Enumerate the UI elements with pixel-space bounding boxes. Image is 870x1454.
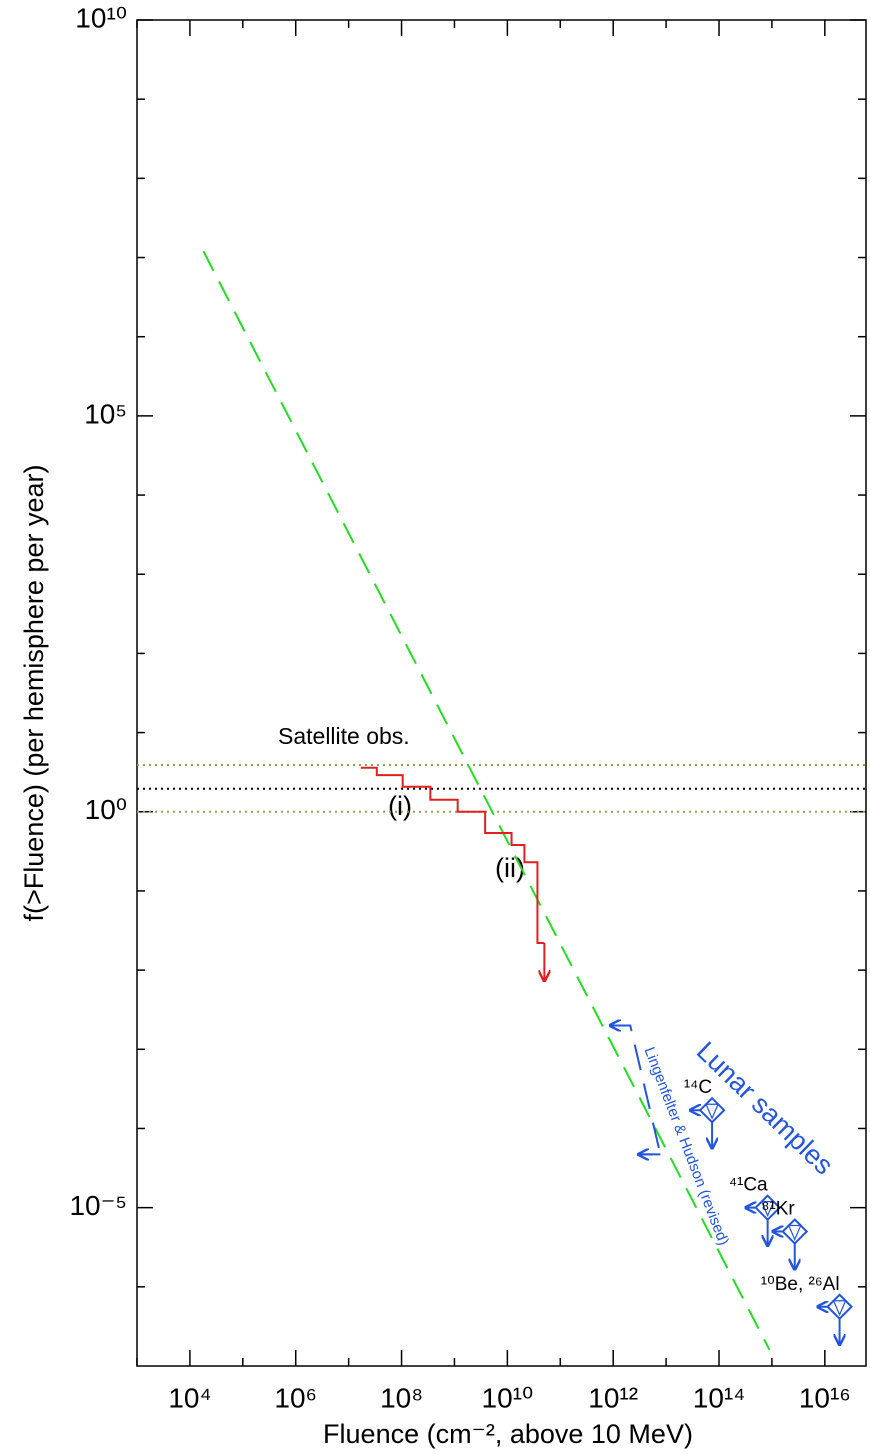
point-label: ⁸¹Kr — [761, 1198, 795, 1219]
point-label: ¹⁰Be, ²⁶Al — [761, 1274, 840, 1295]
diamond-inner — [787, 1224, 802, 1242]
annotation: Satellite obs. — [278, 723, 410, 749]
diamond-inner — [760, 1201, 775, 1218]
x-tick-label: 10¹⁶ — [799, 1382, 851, 1413]
series-line — [202, 250, 771, 1351]
x-axis-title: Fluence (cm⁻², above 10 MeV) — [323, 1419, 693, 1449]
x-tick-label: 10¹⁰ — [482, 1382, 534, 1413]
diamond-marker — [781, 1218, 809, 1245]
diamond-marker — [698, 1096, 726, 1124]
annotation: (ii) — [495, 853, 525, 883]
point-label: ⁴¹Ca — [729, 1175, 768, 1196]
y-axis-title: f(>Fluence) (per hemisphere per year) — [19, 465, 49, 922]
annotation: (i) — [388, 791, 412, 821]
y-tick-label: 10¹⁰ — [75, 2, 127, 33]
diamond-marker — [826, 1293, 853, 1321]
plot-frame — [136, 19, 867, 1367]
y-tick-label: 10⁻⁵ — [69, 1190, 127, 1221]
x-tick-label: 10⁴ — [168, 1382, 211, 1413]
y-tick-label: 10⁵ — [84, 398, 127, 429]
series-line — [609, 1024, 662, 1156]
diamond-inner — [705, 1103, 719, 1120]
x-tick-label: 10¹⁴ — [693, 1382, 746, 1413]
x-tick-label: 10⁸ — [380, 1382, 423, 1413]
point-label: ¹⁴C — [684, 1077, 712, 1098]
x-tick-label: 10⁶ — [274, 1382, 317, 1413]
series-line — [360, 766, 545, 945]
y-tick-label: 10⁰ — [85, 794, 127, 825]
diamond-inner — [832, 1300, 847, 1317]
x-tick-label: 10¹² — [588, 1382, 638, 1413]
